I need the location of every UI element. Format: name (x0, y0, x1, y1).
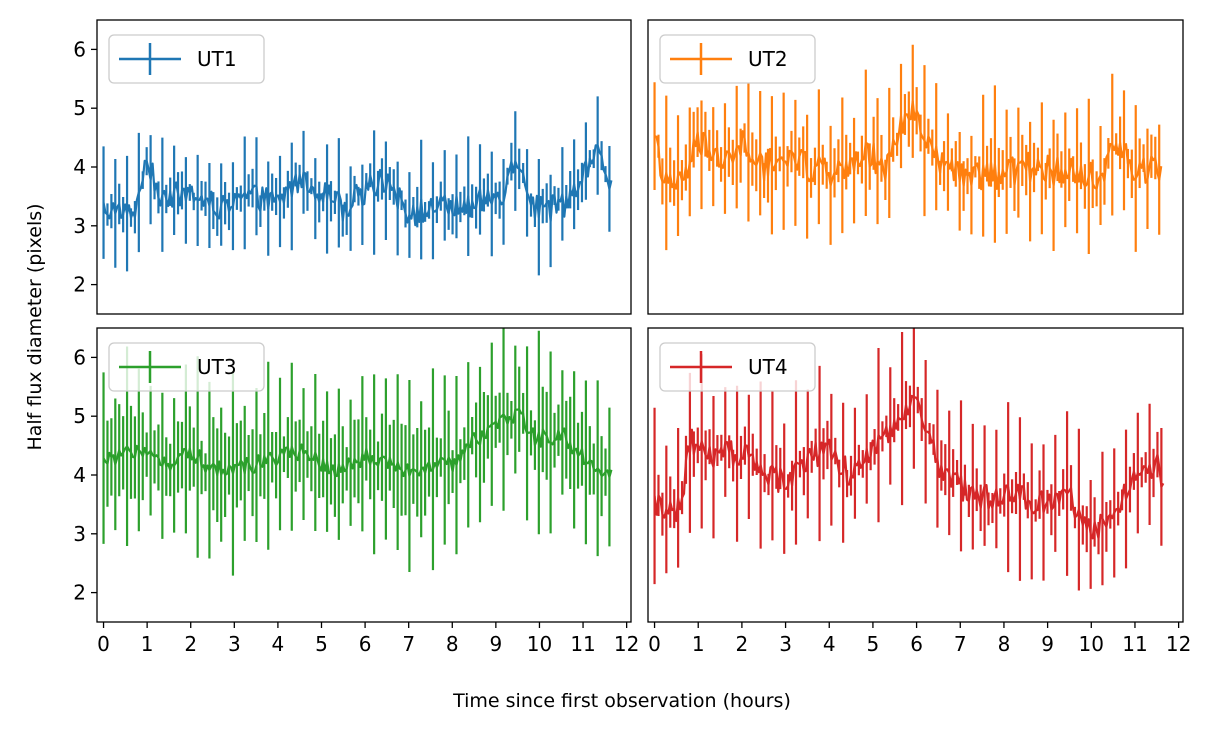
axes-frame (647, 19, 1184, 315)
x-tick-label: 7 (402, 632, 415, 656)
y-tick-label: 2 (73, 273, 86, 297)
x-tick-label: 8 (446, 632, 459, 656)
x-axis-label: Time since first observation (hours) (452, 690, 791, 712)
series-line (102, 408, 613, 479)
plot-area-ut1 (102, 96, 613, 276)
y-tick-label: 4 (73, 463, 86, 487)
x-tick-label: 0 (648, 632, 661, 656)
x-tick-label: 5 (867, 632, 880, 656)
legend-box (659, 34, 816, 84)
y-tick-label: 6 (73, 345, 86, 369)
x-tick-label: 7 (954, 632, 967, 656)
plot-area-ut3 (102, 328, 613, 576)
series-line (654, 100, 1163, 191)
x-tick-label: 2 (184, 632, 197, 656)
y-tick-label: 3 (73, 214, 86, 238)
x-tick-label: 4 (823, 632, 836, 656)
x-tick-label: 6 (359, 632, 372, 656)
x-tick-label: 8 (998, 632, 1011, 656)
axes-frame (647, 327, 1184, 623)
series-line (653, 394, 1165, 540)
x-tick-label: 11 (1122, 632, 1147, 656)
legend-box (659, 342, 816, 392)
plot-area-ut4 (653, 328, 1165, 591)
legend-box (108, 34, 265, 84)
legend: UT1 (108, 34, 265, 84)
y-tick-label: 6 (73, 37, 86, 61)
plot-area-ut2 (653, 44, 1163, 255)
x-tick-label: 10 (1079, 632, 1104, 656)
legend-label: UT4 (748, 355, 788, 379)
x-tick-label: 10 (527, 632, 552, 656)
legend-label: UT3 (197, 355, 237, 379)
legend: UT2 (659, 34, 816, 84)
y-tick-label: 4 (73, 155, 86, 179)
x-tick-label: 1 (692, 632, 705, 656)
legend: UT3 (108, 342, 265, 392)
x-tick-label: 4 (272, 632, 285, 656)
x-tick-label: 0 (97, 632, 110, 656)
x-tick-label: 2 (736, 632, 749, 656)
x-tick-label: 12 (1166, 632, 1191, 656)
y-tick-label: 2 (73, 581, 86, 605)
y-tick-label: 5 (73, 96, 86, 120)
x-tick-label: 12 (614, 632, 639, 656)
x-tick-label: 6 (910, 632, 923, 656)
legend-box (108, 342, 265, 392)
x-tick-label: 1 (141, 632, 154, 656)
y-tick-label: 5 (73, 404, 86, 428)
x-tick-label: 9 (1041, 632, 1054, 656)
y-axis-label: Half flux diameter (pixels) (24, 203, 46, 450)
series-line (102, 144, 613, 227)
x-tick-label: 5 (315, 632, 328, 656)
x-tick-label: 3 (228, 632, 241, 656)
legend-label: UT2 (748, 47, 788, 71)
legend: UT4 (659, 342, 816, 392)
x-tick-label: 3 (779, 632, 792, 656)
x-tick-label: 9 (489, 632, 502, 656)
legend-label: UT1 (197, 47, 237, 71)
x-tick-label: 11 (570, 632, 595, 656)
y-tick-label: 3 (73, 522, 86, 546)
